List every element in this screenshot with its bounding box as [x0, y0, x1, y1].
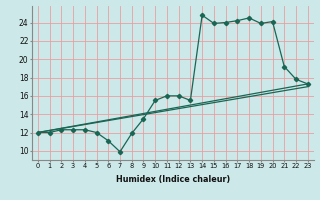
X-axis label: Humidex (Indice chaleur): Humidex (Indice chaleur): [116, 175, 230, 184]
